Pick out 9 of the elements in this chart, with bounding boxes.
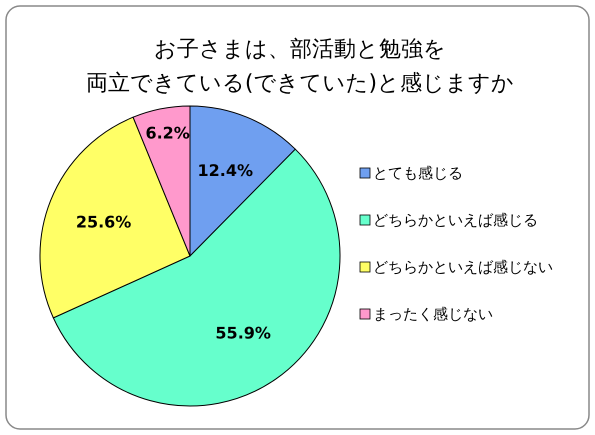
legend-label: どちらかといえば感じる xyxy=(373,211,538,229)
legend-label: とても感じる xyxy=(373,164,463,182)
data-label: 12.4% xyxy=(198,160,254,180)
legend-label: どちらかといえば感じない xyxy=(373,258,553,276)
chart-title: お子さまは、部活動と勉強を両立できている(できていた)と感じますか xyxy=(86,37,514,96)
data-label: 6.2% xyxy=(145,123,190,142)
data-label: 55.9% xyxy=(215,323,271,342)
data-label: 25.6% xyxy=(76,212,132,232)
legend-label: まったく感じない xyxy=(373,305,493,323)
